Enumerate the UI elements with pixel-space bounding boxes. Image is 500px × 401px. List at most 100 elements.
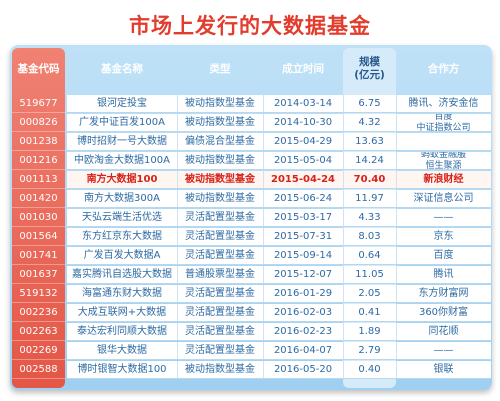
column-divider bbox=[263, 266, 264, 283]
column-divider bbox=[396, 171, 397, 188]
fund-name-cell: 中欧淘金大数据100A bbox=[74, 155, 170, 166]
column-divider bbox=[343, 285, 344, 302]
fund-name-cell: 广发中证百发100A bbox=[79, 117, 165, 128]
fund-code-cell: 000826 bbox=[12, 114, 65, 132]
fund-type-cell: 被动指数型基金 bbox=[185, 174, 255, 185]
column-divider bbox=[177, 152, 178, 169]
fund-name-cell: 东方红京东大数据 bbox=[82, 231, 162, 242]
table-row: 南方大数据100 被动指数型基金 2015-04-24 70.40 新浪财经 bbox=[67, 171, 491, 189]
column-divider bbox=[177, 95, 178, 112]
header-scale: 规模 (亿元) bbox=[343, 48, 396, 90]
header-name: 基金名称 bbox=[101, 62, 143, 75]
column-divider bbox=[263, 171, 264, 188]
fund-date-cell: 2016-05-20 bbox=[273, 364, 333, 375]
column-divider bbox=[263, 323, 264, 340]
fund-type-cell: 灵活配置型基金 bbox=[185, 212, 255, 223]
table-header: 基金代码 基金名称 类型 成立时间 规模 (亿元) 合作方 bbox=[10, 48, 492, 90]
fund-scale-cell: 2.79 bbox=[358, 345, 381, 356]
fund-scale-cell: 11.05 bbox=[355, 269, 384, 280]
fund-partner-cell: 百度 bbox=[433, 250, 454, 261]
column-divider bbox=[396, 247, 397, 264]
fund-type-cell: 灵活配置型基金 bbox=[185, 250, 255, 261]
column-divider bbox=[343, 209, 344, 226]
fund-scale-cell: 0.41 bbox=[358, 307, 381, 318]
fund-partner-cell bbox=[396, 133, 491, 150]
fund-partner-cell: 腾讯、济安金信 bbox=[408, 98, 479, 109]
fund-partner-cell: 银联 bbox=[433, 364, 454, 375]
fund-code-cell: 001216 bbox=[12, 152, 65, 170]
fund-date-cell: 2015-05-04 bbox=[273, 155, 333, 166]
fund-partner-cell: 腾讯 bbox=[433, 269, 454, 280]
header-scale-line1: 规模 bbox=[359, 56, 380, 68]
table-row: 东方红京东大数据 灵活配置型基金 2015-07-31 8.03 京东 bbox=[67, 228, 491, 246]
partner-line1: 百度 bbox=[434, 114, 453, 122]
column-divider bbox=[263, 342, 264, 359]
fund-code-cell: 002269 bbox=[12, 342, 65, 360]
column-divider bbox=[177, 247, 178, 264]
fund-code-cell: 001238 bbox=[12, 133, 65, 151]
column-divider bbox=[263, 114, 264, 131]
fund-scale-cell: 2.05 bbox=[358, 288, 381, 299]
column-divider bbox=[177, 171, 178, 188]
column-divider bbox=[177, 209, 178, 226]
fund-partner-cell: —— bbox=[433, 212, 454, 223]
fund-scale-cell: 0.40 bbox=[358, 364, 381, 375]
fund-date-cell: 2016-04-07 bbox=[273, 345, 333, 356]
fund-type-cell: 偏债混合型基金 bbox=[185, 136, 255, 147]
fund-name-cell: 海富通东财大数据 bbox=[82, 288, 162, 299]
column-divider bbox=[343, 247, 344, 264]
table-row: 银河定投宝 被动指数型基金 2014-03-14 6.75 腾讯、济安金信 bbox=[67, 95, 491, 113]
column-divider bbox=[343, 133, 344, 150]
fund-scale-cell: 13.63 bbox=[355, 136, 384, 147]
fund-name-cell: 泰达宏利同顺大数据 bbox=[77, 326, 167, 337]
fund-code-cell: 519132 bbox=[12, 285, 65, 303]
fund-code-cell: 002263 bbox=[12, 323, 65, 341]
fund-code-cell: 002236 bbox=[12, 304, 65, 322]
fund-name-cell: 大成互联网+大数据 bbox=[77, 307, 167, 318]
column-divider bbox=[177, 342, 178, 359]
column-divider bbox=[396, 342, 397, 359]
column-divider bbox=[177, 323, 178, 340]
column-divider bbox=[343, 228, 344, 245]
column-divider bbox=[396, 304, 397, 321]
fund-date-cell: 2015-07-31 bbox=[273, 231, 333, 242]
column-divider bbox=[343, 152, 344, 169]
fund-partner-cell: 百度 中证指数公司 bbox=[396, 114, 491, 131]
fund-partner-cell: 蚂蚁金融服 恒生聚源 bbox=[396, 152, 491, 169]
fund-date-cell: 2014-03-14 bbox=[273, 98, 333, 109]
page-title: 市场上发行的大数据基金 bbox=[129, 14, 371, 38]
fund-partner-cell: 360你财富 bbox=[418, 307, 469, 318]
fund-scale-cell: 70.40 bbox=[353, 174, 386, 185]
column-divider bbox=[343, 114, 344, 131]
fund-table: 基金代码 基金名称 类型 成立时间 规模 (亿元) 合作方 519677 银河定投… bbox=[10, 45, 492, 390]
column-divider bbox=[343, 190, 344, 207]
fund-type-cell: 灵活配置型基金 bbox=[185, 326, 255, 337]
fund-date-cell: 2015-03-17 bbox=[273, 212, 333, 223]
column-divider bbox=[396, 190, 397, 207]
fund-type-cell: 灵活配置型基金 bbox=[185, 345, 255, 356]
fund-name-cell: 博时招财一号大数据 bbox=[77, 136, 167, 147]
column-divider bbox=[396, 228, 397, 245]
fund-date-cell: 2015-12-07 bbox=[273, 269, 333, 280]
column-divider bbox=[263, 95, 264, 112]
fund-date-cell: 2014-10-30 bbox=[273, 117, 333, 128]
table-row: 博时招财一号大数据 偏债混合型基金 2015-04-29 13.63 bbox=[67, 133, 491, 151]
column-divider bbox=[177, 228, 178, 245]
fund-date-cell: 2015-06-24 bbox=[273, 193, 333, 204]
fund-type-cell: 被动指数型基金 bbox=[185, 155, 255, 166]
header-type: 类型 bbox=[209, 62, 231, 75]
fund-partner-cell: 东方财富网 bbox=[418, 288, 469, 299]
fund-scale-cell: 6.75 bbox=[358, 98, 381, 109]
column-divider bbox=[263, 361, 264, 378]
column-divider bbox=[263, 152, 264, 169]
fund-code-cell: 001113 bbox=[12, 171, 65, 189]
partner-line1: 蚂蚁金融服 bbox=[420, 152, 466, 160]
fund-scale-cell: 4.33 bbox=[358, 212, 381, 223]
table-row: 中欧淘金大数据100A 被动指数型基金 2015-05-04 14.24 蚂蚁金融服 恒生… bbox=[67, 152, 491, 170]
partner-line2: 恒生聚源 bbox=[425, 160, 462, 170]
fund-code-cell: 001030 bbox=[12, 209, 65, 227]
table-row: 海富通东财大数据 灵活配置型基金 2016-01-29 2.05 东方财富网 bbox=[67, 285, 491, 303]
fund-scale-cell: 8.03 bbox=[358, 231, 381, 242]
fund-code-cell: 001420 bbox=[12, 190, 65, 208]
column-divider bbox=[343, 342, 344, 359]
